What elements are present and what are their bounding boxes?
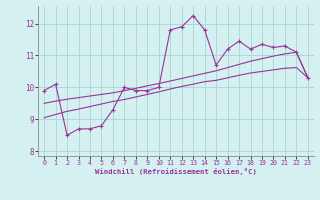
X-axis label: Windchill (Refroidissement éolien,°C): Windchill (Refroidissement éolien,°C) (95, 168, 257, 175)
